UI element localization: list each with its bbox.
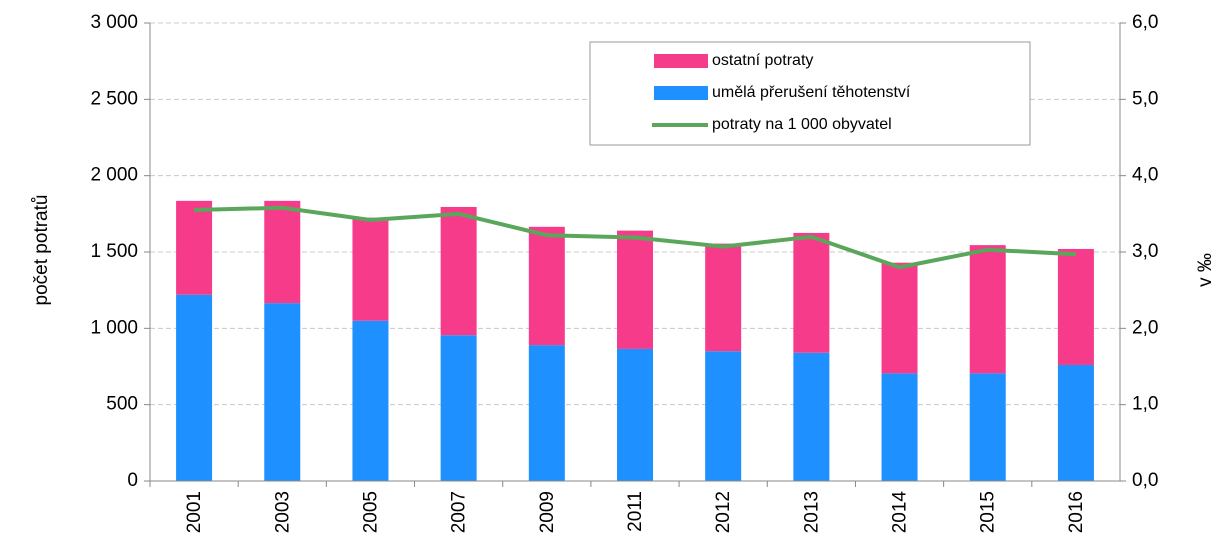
bar <box>881 373 918 481</box>
bar <box>352 320 389 481</box>
y-tick-label: 0 <box>127 470 138 491</box>
bar <box>617 230 653 349</box>
bar <box>969 373 1006 481</box>
legend-swatch <box>654 86 708 100</box>
x-tick-label: 2014 <box>890 491 911 534</box>
bar <box>440 206 477 336</box>
x-tick-label: 2013 <box>801 491 822 533</box>
y-tick-label: 2 500 <box>90 88 138 109</box>
y2-tick-label: 0,0 <box>1132 470 1158 491</box>
x-tick-label: 2007 <box>449 491 470 533</box>
x-tick-label: 2003 <box>272 491 293 533</box>
y2-axis-title: v ‰ <box>1195 253 1216 287</box>
y2-tick-label: 4,0 <box>1132 165 1158 186</box>
y-tick-label: 1 000 <box>90 317 138 338</box>
y-tick-label: 3 000 <box>90 12 138 33</box>
legend-swatch <box>654 54 708 68</box>
y-tick-label: 500 <box>106 394 138 415</box>
bar <box>264 303 301 481</box>
x-tick-label: 2016 <box>1066 491 1087 533</box>
x-tick-label: 2009 <box>537 491 558 533</box>
legend: ostatní potraty umělá přerušení těhotenst… <box>589 41 1031 146</box>
bar <box>352 217 389 321</box>
bar <box>528 226 565 346</box>
bar <box>705 243 742 352</box>
bar <box>176 200 213 295</box>
bar <box>264 200 301 304</box>
bar <box>1057 248 1094 365</box>
y-tick-label: 1 500 <box>90 241 138 262</box>
bar <box>881 262 918 374</box>
y2-tick-label: 3,0 <box>1132 241 1158 262</box>
x-tick-label: 2012 <box>713 491 734 533</box>
line <box>194 205 1077 270</box>
legend-label: potraty na 1 000 obyvatel <box>712 116 892 133</box>
x-tick-label: 2011 <box>625 491 646 532</box>
y2-tick-label: 1,0 <box>1132 394 1158 415</box>
bar <box>617 348 653 481</box>
bar <box>705 351 742 481</box>
x-tick-label: 2005 <box>360 491 381 533</box>
y-tick-label: 2 000 <box>90 165 138 186</box>
bar <box>969 245 1006 374</box>
bar <box>528 345 565 481</box>
x-tick-label: 2015 <box>978 491 999 533</box>
bar <box>1057 364 1094 481</box>
bar <box>176 294 213 481</box>
bar <box>793 352 830 481</box>
y-axis-title: počet potratů <box>31 195 52 306</box>
y2-tick-label: 6,0 <box>1132 12 1158 33</box>
y2-tick-label: 5,0 <box>1132 88 1158 109</box>
bar <box>440 335 477 481</box>
legend-label: umělá přerušení těhotenství <box>712 84 911 101</box>
y2-tick-label: 2,0 <box>1132 317 1158 338</box>
bar <box>793 232 830 353</box>
x-tick-label: 2001 <box>184 491 205 533</box>
legend-label: ostatní potraty <box>712 52 813 69</box>
